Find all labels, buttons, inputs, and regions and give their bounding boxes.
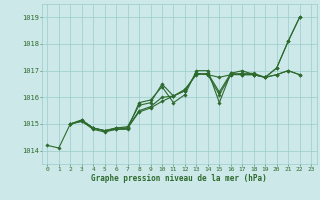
- X-axis label: Graphe pression niveau de la mer (hPa): Graphe pression niveau de la mer (hPa): [91, 174, 267, 183]
